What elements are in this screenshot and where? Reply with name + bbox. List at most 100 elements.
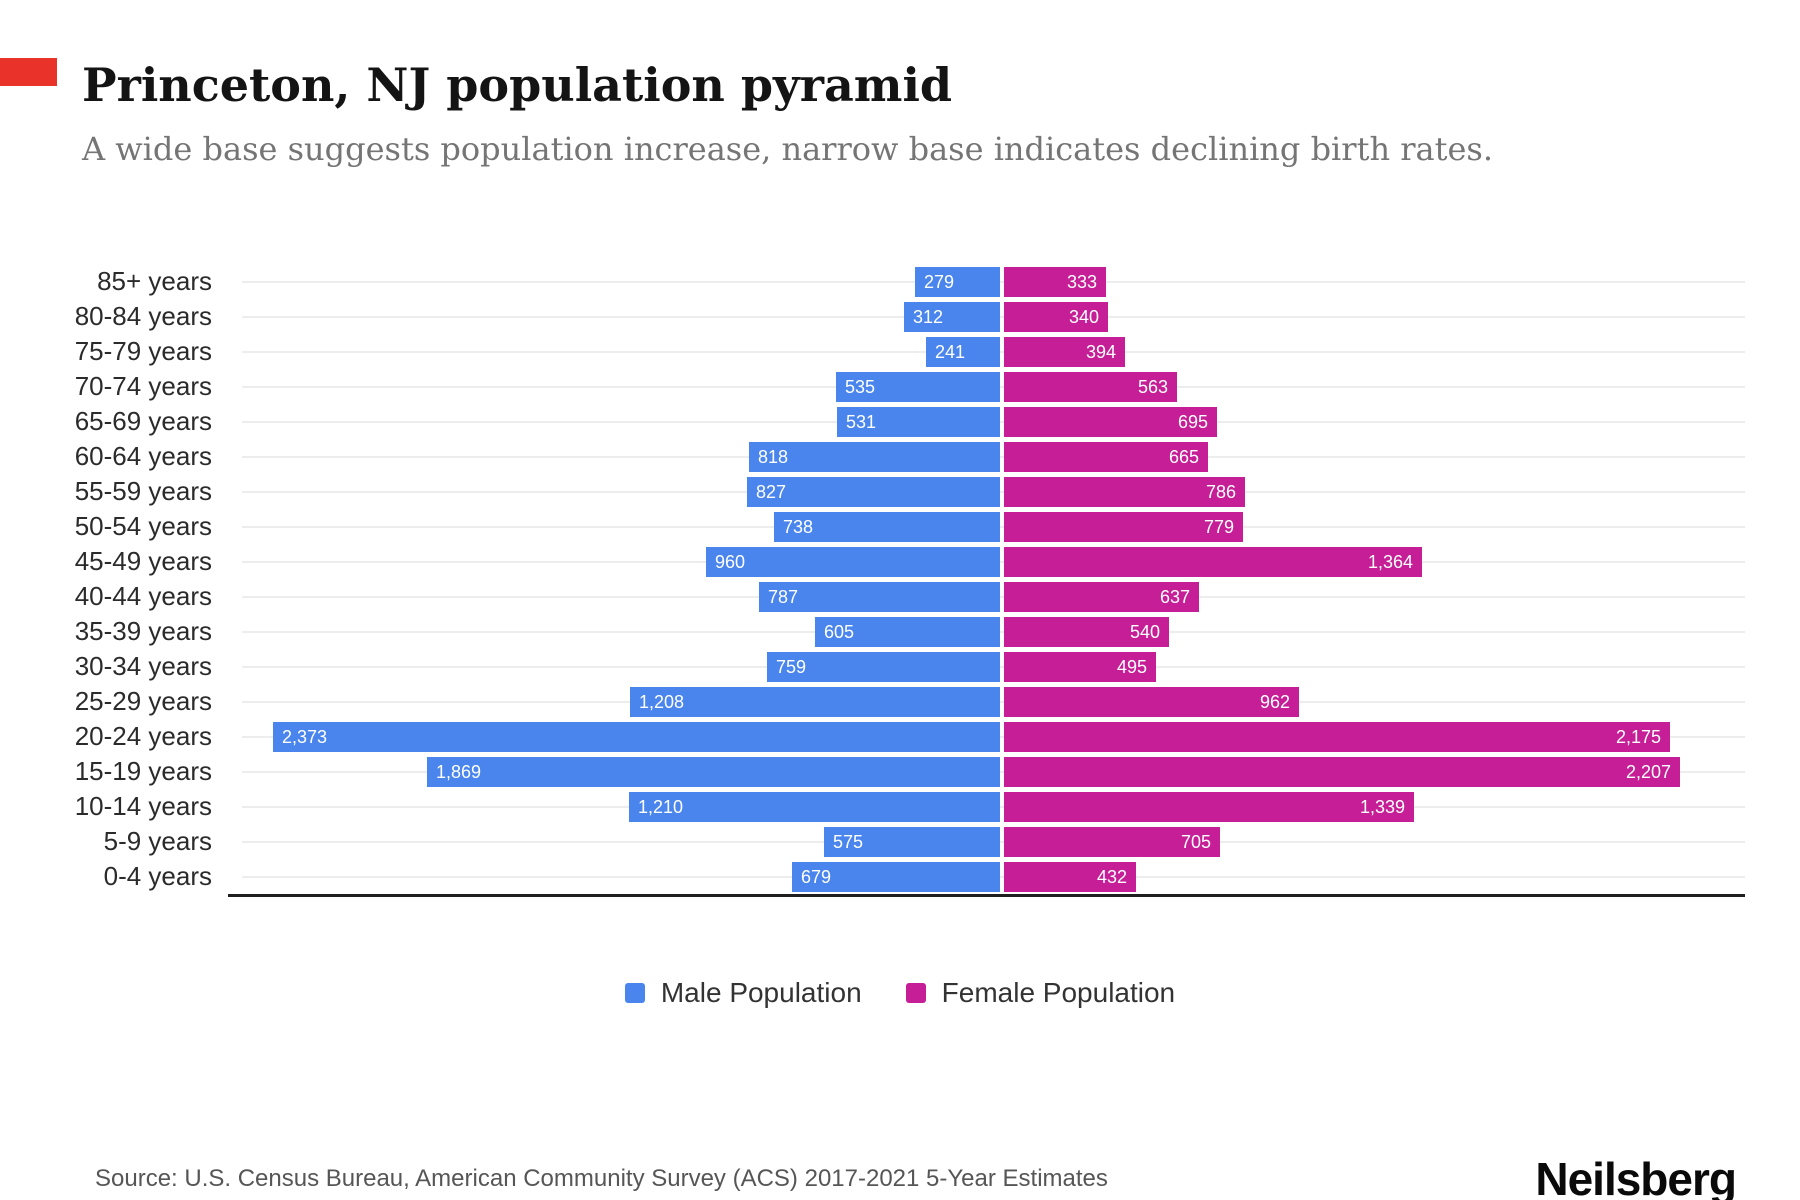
female-zone: 563 bbox=[1004, 371, 1745, 402]
male-value-label: 1,869 bbox=[436, 761, 482, 782]
chart-header: Princeton, NJ population pyramid A wide … bbox=[82, 58, 1730, 168]
male-value-label: 1,208 bbox=[639, 691, 685, 712]
female-zone: 1,364 bbox=[1004, 546, 1745, 577]
age-group-label: 25-29 years bbox=[74, 686, 212, 716]
female-value-label: 962 bbox=[1259, 691, 1290, 712]
male-zone: 2,373 bbox=[228, 721, 1000, 752]
age-group-label: 20-24 years bbox=[74, 721, 212, 751]
female-bar[interactable]: 432 bbox=[1004, 861, 1136, 892]
male-zone: 827 bbox=[228, 476, 1000, 507]
female-value-label: 637 bbox=[1159, 586, 1190, 607]
male-bar[interactable]: 1,208 bbox=[630, 686, 1000, 717]
male-bar[interactable]: 1,869 bbox=[427, 756, 1000, 787]
age-group-label: 45-49 years bbox=[74, 546, 212, 576]
male-bar[interactable]: 827 bbox=[747, 476, 1000, 507]
female-zone: 695 bbox=[1004, 406, 1745, 437]
male-value-label: 738 bbox=[783, 516, 814, 537]
page-subtitle: A wide base suggests population increase… bbox=[82, 130, 1493, 168]
female-value-label: 665 bbox=[1168, 446, 1199, 467]
male-zone: 738 bbox=[228, 511, 1000, 542]
male-bar[interactable]: 312 bbox=[904, 301, 1000, 332]
age-group-label: 5-9 years bbox=[103, 826, 212, 856]
female-bar[interactable]: 695 bbox=[1004, 406, 1217, 437]
age-group-label: 65-69 years bbox=[74, 406, 212, 436]
male-bar[interactable]: 605 bbox=[815, 616, 1000, 647]
female-value-label: 432 bbox=[1096, 866, 1127, 887]
chart-footer: Source: U.S. Census Bureau, American Com… bbox=[0, 1152, 1800, 1200]
female-bar[interactable]: 340 bbox=[1004, 301, 1108, 332]
female-zone: 394 bbox=[1004, 336, 1745, 367]
legend-item[interactable]: Female Population bbox=[905, 977, 1175, 1009]
female-zone: 705 bbox=[1004, 826, 1745, 857]
pyramid-row: 75-79 years 241 394 bbox=[56, 334, 1745, 369]
pyramid-row: 0-4 years 679 432 bbox=[56, 859, 1745, 894]
population-pyramid-chart: 85+ years 279 333 80-84 years 312 340 75-79 ye… bbox=[56, 264, 1745, 897]
pyramid-row: 25-29 years 1,208 962 bbox=[56, 684, 1745, 719]
female-zone: 340 bbox=[1004, 301, 1745, 332]
male-bar[interactable]: 787 bbox=[759, 581, 1000, 612]
pyramid-row: 35-39 years 605 540 bbox=[56, 614, 1745, 649]
male-bar[interactable]: 241 bbox=[926, 336, 1000, 367]
female-zone: 495 bbox=[1004, 651, 1745, 682]
male-zone: 960 bbox=[228, 546, 1000, 577]
neilsberg-logo: Neilsberg bbox=[1535, 1153, 1737, 1200]
female-bar[interactable]: 394 bbox=[1004, 336, 1125, 367]
page-title: Princeton, NJ population pyramid bbox=[82, 58, 953, 112]
female-bar[interactable]: 2,207 bbox=[1004, 756, 1680, 787]
age-group-label: 10-14 years bbox=[74, 791, 212, 821]
female-zone: 779 bbox=[1004, 511, 1745, 542]
age-group-label: 55-59 years bbox=[74, 476, 212, 506]
male-bar[interactable]: 531 bbox=[837, 406, 1000, 437]
female-bar[interactable]: 665 bbox=[1004, 441, 1208, 472]
male-zone: 679 bbox=[228, 861, 1000, 892]
male-zone: 531 bbox=[228, 406, 1000, 437]
female-bar[interactable]: 563 bbox=[1004, 371, 1177, 402]
legend-swatch bbox=[624, 983, 645, 1003]
male-bar[interactable]: 960 bbox=[706, 546, 1000, 577]
female-bar[interactable]: 540 bbox=[1004, 616, 1169, 647]
male-bar[interactable]: 2,373 bbox=[273, 721, 1000, 752]
male-bar[interactable]: 575 bbox=[824, 826, 1000, 857]
male-bar[interactable]: 1,210 bbox=[629, 791, 1000, 822]
female-bar[interactable]: 786 bbox=[1004, 476, 1245, 507]
male-zone: 575 bbox=[228, 826, 1000, 857]
pyramid-row: 50-54 years 738 779 bbox=[56, 509, 1745, 544]
male-bar[interactable]: 759 bbox=[767, 651, 1000, 682]
age-group-label: 80-84 years bbox=[74, 301, 212, 331]
female-value-label: 705 bbox=[1180, 831, 1211, 852]
pyramid-row: 80-84 years 312 340 bbox=[56, 299, 1745, 334]
female-bar[interactable]: 495 bbox=[1004, 651, 1156, 682]
male-value-label: 279 bbox=[924, 271, 955, 292]
female-bar[interactable]: 1,364 bbox=[1004, 546, 1422, 577]
male-bar[interactable]: 818 bbox=[749, 441, 1000, 472]
female-bar[interactable]: 637 bbox=[1004, 581, 1199, 612]
male-bar[interactable]: 279 bbox=[915, 266, 1000, 297]
pyramid-row: 10-14 years 1,210 1,339 bbox=[56, 789, 1745, 824]
age-group-label: 40-44 years bbox=[74, 581, 212, 611]
recording-indicator bbox=[0, 58, 57, 86]
female-value-label: 340 bbox=[1068, 306, 1099, 327]
female-value-label: 394 bbox=[1085, 341, 1116, 362]
age-group-label: 0-4 years bbox=[103, 861, 212, 891]
female-bar[interactable]: 2,175 bbox=[1004, 721, 1670, 752]
legend-item[interactable]: Male Population bbox=[624, 977, 862, 1009]
age-group-label: 85+ years bbox=[97, 266, 212, 296]
pyramid-row: 30-34 years 759 495 bbox=[56, 649, 1745, 684]
female-bar[interactable]: 333 bbox=[1004, 266, 1106, 297]
male-value-label: 818 bbox=[758, 446, 789, 467]
female-bar[interactable]: 962 bbox=[1004, 686, 1299, 717]
female-bar[interactable]: 705 bbox=[1004, 826, 1220, 857]
age-group-label: 15-19 years bbox=[74, 756, 212, 786]
male-bar[interactable]: 679 bbox=[792, 861, 1000, 892]
male-value-label: 787 bbox=[768, 586, 799, 607]
male-bar[interactable]: 535 bbox=[836, 371, 1000, 402]
pyramid-row: 55-59 years 827 786 bbox=[56, 474, 1745, 509]
female-bar[interactable]: 1,339 bbox=[1004, 791, 1414, 822]
female-bar[interactable]: 779 bbox=[1004, 511, 1243, 542]
male-bar[interactable]: 738 bbox=[774, 511, 1000, 542]
female-value-label: 1,364 bbox=[1367, 551, 1413, 572]
female-value-label: 563 bbox=[1137, 376, 1168, 397]
female-value-label: 2,175 bbox=[1615, 726, 1661, 747]
male-zone: 279 bbox=[228, 266, 1000, 297]
female-zone: 333 bbox=[1004, 266, 1745, 297]
